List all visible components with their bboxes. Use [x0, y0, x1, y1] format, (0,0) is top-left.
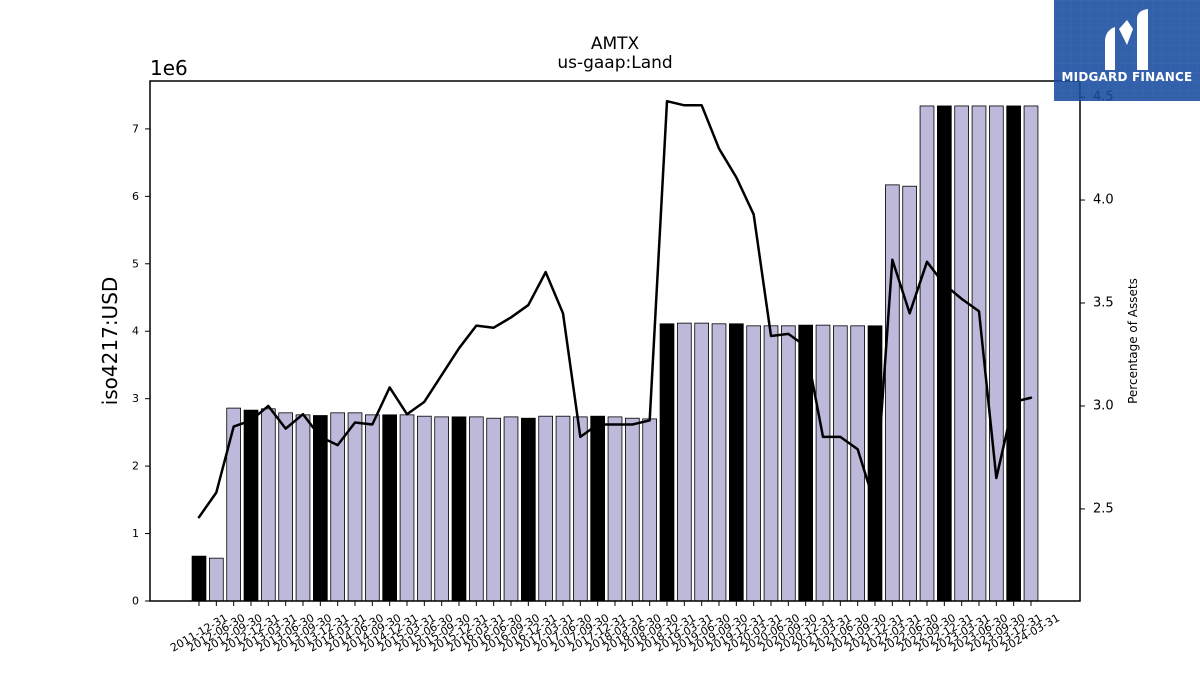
y-left-tick-label: 6: [132, 190, 139, 203]
logo-icon-right-stroke: [1137, 9, 1148, 70]
bar: [243, 409, 259, 602]
chart-subtitle: us-gaap:Land: [557, 53, 672, 73]
bar: [382, 414, 398, 602]
y-right-tick-label: 3.5: [1093, 296, 1114, 311]
line-series: [197, 99, 1033, 519]
bar: [208, 557, 224, 602]
bar: [573, 416, 588, 602]
bar: [607, 416, 623, 602]
logo-icon-left-stroke: [1105, 27, 1115, 70]
bar: [278, 412, 294, 602]
bar: [659, 323, 675, 602]
y-right-tick-label: 4.0: [1093, 193, 1114, 208]
y-right-axis-label: Percentage of Assets: [1126, 278, 1140, 404]
midgard-m-icon: [1105, 9, 1148, 70]
bar: [937, 105, 952, 602]
bar: [954, 105, 969, 602]
bar: [642, 418, 657, 602]
bar: [555, 415, 571, 602]
y-left-tick-label: 3: [132, 392, 139, 405]
bar: [867, 325, 883, 602]
bar: [521, 417, 536, 602]
bar: [885, 184, 900, 602]
bar: [590, 415, 605, 602]
bar: [330, 412, 346, 602]
y-right-tick-label: 2.5: [1093, 501, 1114, 516]
bar: [919, 105, 935, 602]
bar: [833, 325, 848, 602]
logo-icon-center-notch: [1119, 20, 1133, 45]
logo-texture: [1054, 0, 1200, 101]
bar: [399, 414, 415, 602]
chart-title: AMTX: [591, 34, 640, 54]
y-left-tick-label: 0: [132, 595, 139, 608]
bar: [347, 412, 363, 602]
y-left-axis-label: iso4217:USD: [98, 277, 122, 406]
bar: [763, 325, 779, 602]
bar: [191, 555, 207, 602]
midgard-finance-logo: MIDGARD FINANCE: [1054, 0, 1200, 101]
bar: [538, 415, 553, 602]
bar: [260, 408, 276, 602]
bar: [989, 105, 1004, 602]
bar: [1006, 105, 1021, 602]
bar: [486, 417, 502, 602]
bar: [364, 414, 380, 602]
bar: [902, 185, 917, 602]
y-left-tick-label: 4: [132, 325, 139, 338]
bar: [312, 415, 328, 602]
bar: [677, 322, 692, 602]
bar: [434, 416, 450, 602]
bar: [729, 323, 744, 602]
bar: [295, 414, 311, 602]
y-right-tick-label: 3.0: [1093, 398, 1114, 413]
y-left-tick-label: 5: [132, 257, 139, 270]
logo-wordmark: MIDGARD FINANCE: [1062, 70, 1193, 84]
y-left-offset-text: 1e6: [150, 56, 188, 80]
bar: [451, 416, 467, 602]
bar: [746, 325, 761, 602]
bar: [503, 416, 519, 602]
bar: [468, 416, 484, 602]
bar: [416, 415, 432, 602]
bar: [711, 323, 727, 602]
bar: [226, 407, 241, 602]
bar: [781, 325, 796, 602]
y-left-tick-label: 7: [132, 122, 139, 135]
y-left-tick-label: 2: [132, 460, 139, 473]
percentage-of-assets-line: [197, 99, 1033, 519]
y-left-tick-label: 1: [132, 527, 139, 540]
bar: [625, 417, 640, 602]
bar: [1023, 105, 1039, 602]
bar: [694, 322, 709, 602]
bar: [815, 324, 831, 602]
